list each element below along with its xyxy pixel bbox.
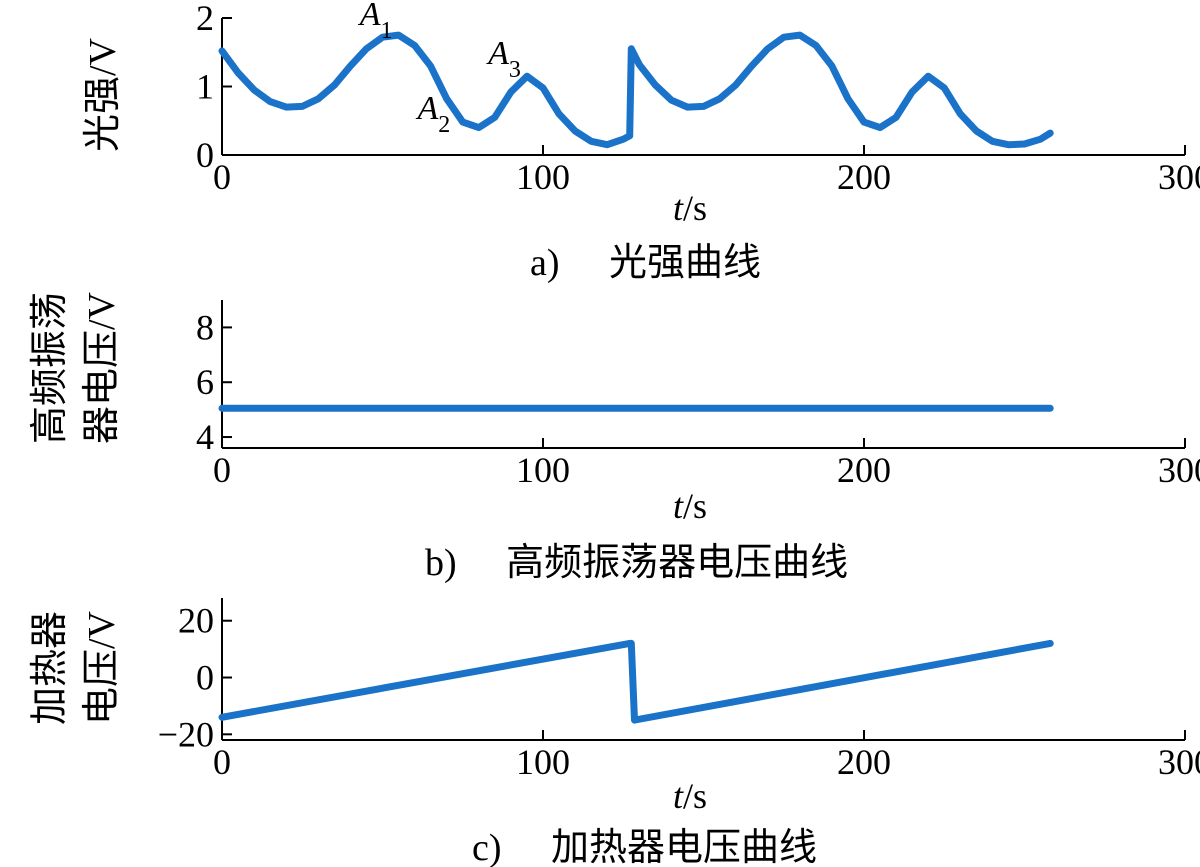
annotations-a: A1 A2 A3 (358, 0, 521, 138)
annotation-A1: A1 (358, 0, 393, 44)
x-tick-label: 200 (837, 450, 891, 490)
y-tick-label: −20 (158, 714, 214, 754)
x-tick-label: 200 (837, 157, 891, 197)
y-tick-label: 1 (196, 67, 214, 107)
x-tick-label: 300 (1158, 450, 1200, 490)
x-tick-label: 200 (837, 742, 891, 782)
x-tick-label: 0 (213, 742, 231, 782)
caption-a-title: 光强曲线 (609, 242, 761, 284)
caption-c-title: 加热器电压曲线 (551, 827, 817, 867)
y-axis-label-b-line2: 器电压/V (81, 291, 123, 444)
caption-b-title: 高频振荡器电压曲线 (506, 542, 848, 584)
y-tick-label: 0 (196, 658, 214, 698)
x-tick-label: 300 (1158, 157, 1200, 197)
y-tick-label: 20 (178, 601, 214, 641)
caption-b: b) 高频振荡器电压曲线 (425, 542, 848, 584)
x-axis-label-a-unit: /s (683, 188, 707, 228)
caption-c: c) 加热器电压曲线 (472, 827, 817, 867)
y-tick-label: 4 (196, 417, 214, 457)
axes-a (221, 18, 1185, 156)
oscillator-voltage-panel: 0 100 200 300 4 6 8 高频振荡 器电压/V t/s b) 高频振荡器电压曲… (29, 291, 1200, 584)
x-tick-label: 0 (213, 450, 231, 490)
y-tick-label: 8 (196, 307, 214, 347)
ticks-a: 0 100 200 300 0 1 2 (196, 0, 1200, 197)
annotation-A3: A3 (486, 35, 521, 83)
annotation-A2: A2 (415, 90, 450, 138)
x-axis-label-b-var: t (673, 486, 684, 526)
axes-c (221, 598, 1185, 741)
y-tick-label: 6 (196, 362, 214, 402)
y-tick-label: 2 (196, 0, 214, 38)
light-intensity-panel: 0 100 200 300 0 1 2 A1 A2 A3 光强/V t/s a) 光强曲线 (82, 0, 1200, 284)
y-tick-label: 0 (196, 135, 214, 175)
x-axis-label-a: t/s (673, 188, 707, 228)
y-axis-label-b-line1: 高频振荡 (29, 292, 71, 444)
caption-a-index: a) (530, 242, 560, 284)
x-tick-label: 100 (516, 450, 570, 490)
y-axis-label-c-line1: 加热器 (29, 611, 71, 725)
x-tick-label: 100 (516, 157, 570, 197)
x-axis-label-c-unit: /s (683, 776, 707, 816)
y-axis-label-c-line2: 电压/V (81, 610, 123, 725)
x-tick-label: 100 (516, 742, 570, 782)
x-axis-label-c: t/s (673, 776, 707, 816)
caption-b-index: b) (425, 542, 457, 584)
axes-b (221, 300, 1185, 449)
y-axis-label-a: 光强/V (82, 37, 124, 152)
light-intensity-line (218, 31, 1054, 149)
heater-voltage-line (218, 639, 1054, 724)
x-tick-label: 300 (1158, 742, 1200, 782)
x-axis-label-c-var: t (673, 776, 684, 816)
ticks-b: 0 100 200 300 4 6 8 (196, 307, 1200, 490)
caption-c-index: c) (472, 827, 502, 867)
x-axis-label-b: t/s (673, 486, 707, 526)
x-axis-label-a-var: t (673, 188, 684, 228)
caption-a: a) 光强曲线 (530, 242, 761, 284)
x-tick-label: 0 (213, 157, 231, 197)
x-axis-label-b-unit: /s (683, 486, 707, 526)
